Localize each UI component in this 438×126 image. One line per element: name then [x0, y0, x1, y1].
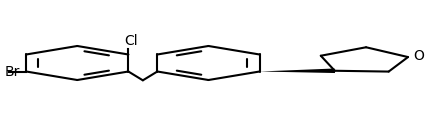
- Text: O: O: [413, 49, 424, 63]
- Text: Br: Br: [4, 65, 20, 78]
- Text: Cl: Cl: [124, 34, 138, 48]
- Polygon shape: [260, 69, 335, 73]
